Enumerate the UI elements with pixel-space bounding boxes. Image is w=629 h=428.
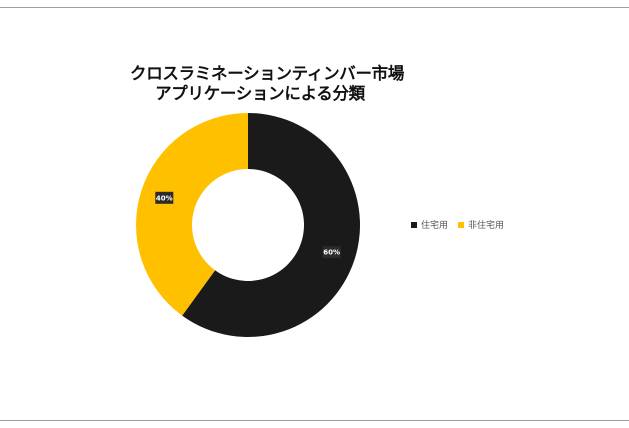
data-label-text-residential: 60% — [323, 249, 340, 257]
chart-legend: 住宅用 非住宅用 — [411, 218, 504, 231]
data-label-box-non-residential — [155, 191, 174, 204]
legend-item-residential: 住宅用 — [411, 218, 448, 231]
legend-swatch-residential — [411, 221, 417, 228]
data-label-residential: 60% — [322, 246, 341, 259]
chart-title-line-1: クロスラミネーションティンバー市場 — [130, 64, 405, 83]
donut-slice-non-residential — [135, 113, 248, 316]
data-label-box-residential — [322, 246, 341, 259]
bottom-border-line — [0, 420, 629, 421]
legend-swatch-non-residential — [458, 221, 465, 228]
data-label-text-non-residential: 40% — [156, 194, 173, 202]
chart-title: クロスラミネーションティンバー市場 アプリケーションによる分類 — [130, 64, 405, 104]
top-border-line — [0, 7, 629, 8]
donut-slice-residential — [182, 113, 360, 337]
legend-label-residential: 住宅用 — [421, 221, 449, 231]
legend-item-non-residential: 非住宅用 — [458, 218, 504, 231]
chart-title-line-2: アプリケーションによる分類 — [155, 84, 365, 103]
data-label-non-residential: 40% — [155, 191, 174, 204]
legend-label-non-residential: 非住宅用 — [468, 221, 505, 231]
